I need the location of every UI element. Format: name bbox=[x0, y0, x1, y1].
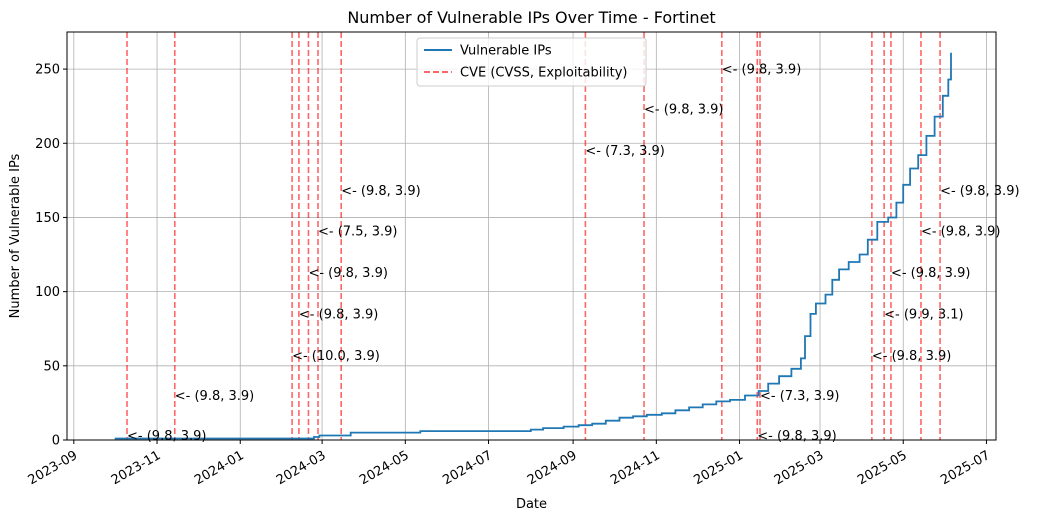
cve-annotation: <- (9.8, 3.9) bbox=[921, 224, 1000, 239]
cve-annotation: <- (9.8, 3.9) bbox=[127, 429, 206, 444]
y-axis-label: Number of Vulnerable IPs bbox=[8, 153, 23, 318]
x-axis-ticks: 2023-09 2023-11 2024-01 2024-03 2024-05 2024-… bbox=[26, 440, 993, 488]
cve-annotation: <- (7.5, 3.9) bbox=[318, 224, 397, 239]
x-tick-label: 2025-01 bbox=[691, 448, 746, 488]
x-tick-label: 2024-09 bbox=[525, 448, 580, 488]
cve-annotation: <- (9.8, 3.9) bbox=[891, 266, 970, 281]
legend-box bbox=[416, 37, 647, 87]
chart-title: Number of Vulnerable IPs Over Time - For… bbox=[347, 8, 715, 27]
cve-lines bbox=[126, 32, 941, 440]
y-tick-label: 200 bbox=[35, 137, 60, 152]
series-line-vulnerable-ips bbox=[114, 52, 952, 440]
grid-lines bbox=[67, 32, 996, 441]
plot-frame bbox=[66, 31, 997, 441]
x-axis-label: Date bbox=[516, 497, 547, 512]
y-tick-label: 0 bbox=[52, 434, 60, 449]
x-tick-label: 2023-09 bbox=[26, 448, 81, 488]
cve-annotation: <- (7.3, 3.9) bbox=[585, 144, 664, 159]
x-tick-label: 2025-05 bbox=[855, 448, 910, 488]
legend-label-cve: CVE (CVSS, Exploitability) bbox=[460, 66, 627, 81]
y-tick-label: 150 bbox=[35, 211, 60, 226]
y-tick-label: 100 bbox=[35, 285, 60, 300]
cve-annotation: <- (9.8, 3.9) bbox=[722, 63, 801, 78]
y-axis-ticks: 0 50 100 150 200 250 bbox=[35, 63, 67, 449]
legend: Vulnerable IPs CVE (CVSS, Exploitability… bbox=[416, 37, 647, 87]
x-tick-label: 2024-01 bbox=[192, 448, 247, 488]
x-tick-label: 2025-03 bbox=[772, 448, 827, 488]
series-layer bbox=[114, 52, 952, 440]
cve-annotation: <- (9.8, 3.9) bbox=[308, 266, 387, 281]
x-tick-label: 2023-11 bbox=[109, 448, 164, 488]
cve-annotation: <- (9.9, 3.1) bbox=[884, 307, 963, 322]
x-tick-label: 2024-11 bbox=[608, 448, 663, 488]
y-tick-label: 250 bbox=[35, 63, 60, 78]
cve-annotation: <- (9.8, 3.9) bbox=[341, 184, 420, 199]
cve-annotation: <- (9.8, 3.9) bbox=[940, 184, 1019, 199]
x-tick-label: 2025-07 bbox=[938, 448, 993, 488]
x-tick-label: 2024-07 bbox=[440, 448, 495, 488]
x-tick-label: 2024-03 bbox=[274, 448, 329, 488]
cve-annotations: <- (9.8, 3.9) <- (9.8, 3.9) <- (10.0, 3.9)… bbox=[127, 63, 1020, 444]
legend-label-vulnerable-ips: Vulnerable IPs bbox=[460, 44, 552, 59]
y-tick-label: 50 bbox=[43, 359, 60, 374]
cve-annotation: <- (9.8, 3.9) bbox=[644, 103, 723, 118]
cve-annotation: <- (10.0, 3.9) bbox=[292, 349, 380, 364]
cve-annotation: <- (9.8, 3.9) bbox=[757, 429, 836, 444]
cve-annotation: <- (9.8, 3.9) bbox=[175, 389, 254, 404]
x-tick-label: 2024-05 bbox=[357, 448, 412, 488]
cve-annotation: <- (7.3, 3.9) bbox=[760, 389, 839, 404]
cve-annotation: <- (9.8, 3.9) bbox=[299, 307, 378, 322]
cve-annotation: <- (9.8, 3.9) bbox=[872, 349, 951, 364]
